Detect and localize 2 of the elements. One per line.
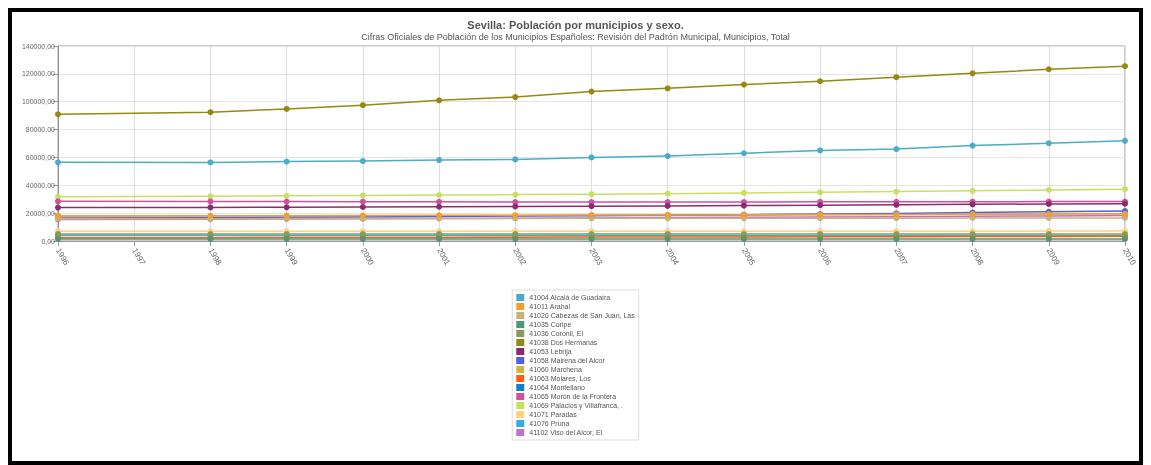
chart-title: Sevilla: Población por municipios y sexo. (467, 18, 684, 31)
chart-subtitle: Cifras Oficiales de Población de los Municipios Españoles: Revisión del Padrón Municipal, Municipios, Total (361, 31, 790, 42)
